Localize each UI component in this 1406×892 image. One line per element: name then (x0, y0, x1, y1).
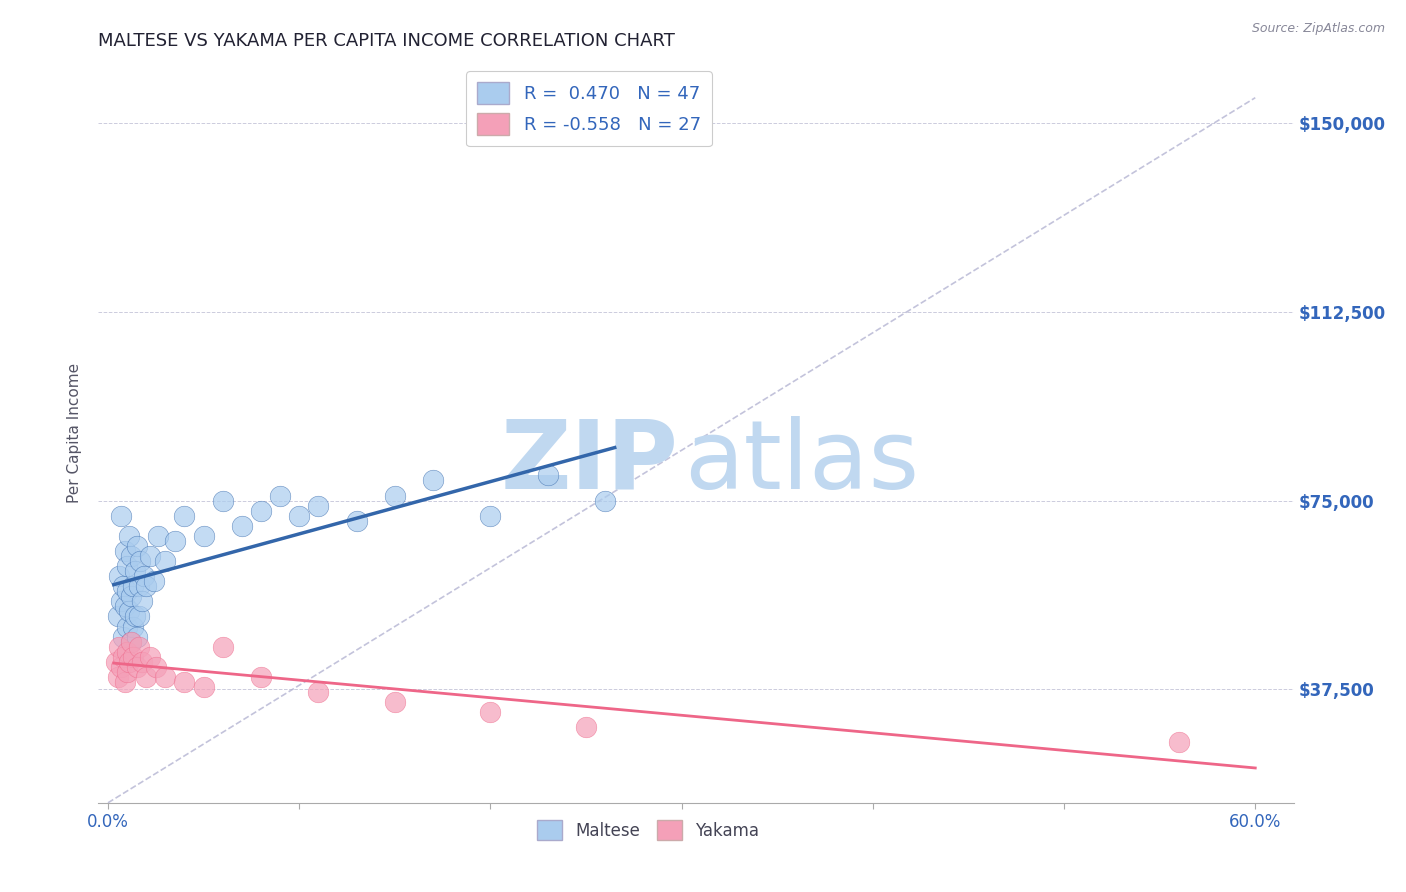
Point (135, 670, 157, 684)
Point (124, 609, 146, 624)
Point (121, 619, 143, 633)
Point (346, 514, 368, 528)
Point (120, 549, 142, 563)
Point (537, 468, 560, 483)
Point (211, 640, 233, 654)
Point (193, 529, 215, 543)
Point (307, 499, 329, 513)
Point (115, 645, 138, 659)
Point (114, 674, 136, 689)
Point (118, 655, 141, 669)
Point (155, 670, 177, 684)
Y-axis label: Per Capita Income: Per Capita Income (67, 362, 83, 503)
Point (121, 649, 143, 664)
Point (422, 474, 444, 488)
Text: Source: ZipAtlas.com: Source: ZipAtlas.com (1251, 22, 1385, 36)
Point (479, 508, 502, 523)
Point (129, 554, 152, 568)
Point (173, 508, 195, 523)
Point (125, 630, 148, 644)
Point (125, 660, 148, 674)
Point (110, 594, 132, 608)
Point (107, 609, 129, 624)
Point (114, 599, 136, 614)
Point (145, 660, 167, 674)
Point (108, 640, 131, 654)
Point (128, 640, 150, 654)
Point (120, 634, 142, 648)
Point (575, 720, 598, 734)
Point (135, 579, 157, 593)
Point (131, 655, 153, 669)
Text: atlas: atlas (685, 416, 920, 508)
Text: MALTESE VS YAKAMA PER CAPITA INCOME CORRELATION CHART: MALTESE VS YAKAMA PER CAPITA INCOME CORR… (98, 32, 675, 50)
Point (124, 564, 146, 578)
Point (120, 590, 142, 604)
Point (250, 504, 273, 518)
Point (115, 619, 138, 633)
Point (173, 674, 195, 689)
Point (115, 665, 138, 679)
Point (121, 579, 143, 593)
Point (104, 655, 127, 669)
Text: ZIP: ZIP (501, 416, 678, 508)
Point (118, 529, 141, 543)
Point (142, 574, 165, 589)
Point (139, 549, 162, 563)
Point (593, 493, 616, 508)
Point (115, 559, 138, 574)
Point (115, 584, 138, 599)
Point (307, 685, 329, 699)
Point (155, 554, 177, 568)
Point (112, 579, 135, 593)
Point (134, 569, 156, 583)
Point (288, 508, 311, 523)
Point (139, 649, 162, 664)
Point (120, 634, 142, 648)
Point (118, 604, 141, 618)
Point (110, 660, 132, 674)
Point (1167, 735, 1189, 749)
Point (112, 649, 135, 664)
Point (131, 594, 153, 608)
Point (384, 489, 406, 503)
Point (108, 569, 131, 583)
Point (112, 630, 135, 644)
Point (269, 489, 291, 503)
Point (125, 539, 148, 553)
Point (110, 508, 132, 523)
Legend: Maltese, Yakama: Maltese, Yakama (530, 814, 766, 847)
Point (250, 670, 273, 684)
Point (384, 695, 406, 709)
Point (146, 529, 169, 543)
Point (193, 680, 215, 694)
Point (114, 544, 136, 558)
Point (107, 670, 129, 684)
Point (128, 609, 150, 624)
Point (211, 493, 233, 508)
Point (163, 533, 186, 548)
Point (231, 518, 253, 533)
Point (128, 579, 150, 593)
Point (479, 705, 502, 719)
